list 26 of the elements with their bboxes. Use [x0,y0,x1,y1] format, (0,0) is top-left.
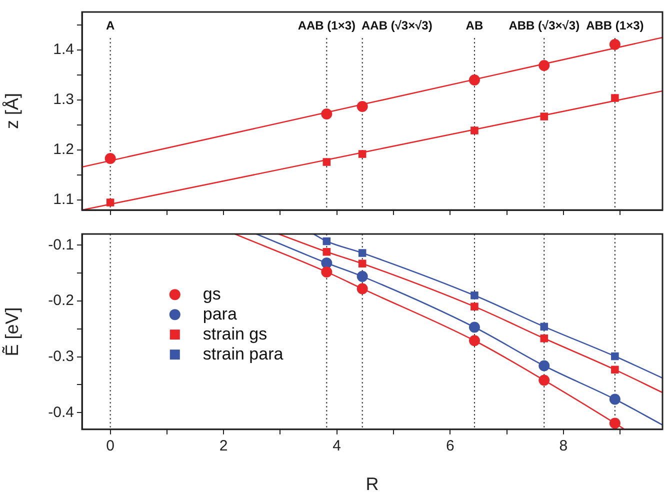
legend-label: strain para [202,344,284,364]
y-tick-label: 1.1 [53,191,74,208]
y-tick-label: -0.3 [48,348,74,365]
y-axis-title: Ẽ [eV] [2,307,22,356]
x-tick-label: 6 [446,438,454,455]
y-tick-label: -0.1 [48,236,74,254]
y-tick-label: -0.4 [48,404,74,421]
ref-line-label: AB [466,18,484,32]
x-tick-label: 8 [559,438,568,455]
ref-line-label: AAB (1×3) [298,18,356,32]
ref-line-label: ABB (1×3) [586,18,644,32]
y-tick-label: -0.2 [48,292,74,310]
ref-line-label: AAB (√3×√3) [361,18,432,32]
x-tick-label: 0 [106,438,114,455]
y-tick-label: 1.3 [53,91,74,108]
y-tick-label: 1.2 [53,141,74,158]
legend-label: para [202,304,238,324]
ref-line-label: ABB (√3×√3) [508,18,580,32]
y-axis-title: z [Å] [2,92,22,130]
ref-line-label: A [106,18,115,32]
y-tick-label: 1.4 [53,41,74,58]
x-tick-label: 4 [332,438,342,455]
x-axis-title: R [366,474,379,494]
x-tick-label: 2 [219,438,228,455]
legend-label: gs [202,284,221,304]
legend-label: strain gs [202,324,268,344]
